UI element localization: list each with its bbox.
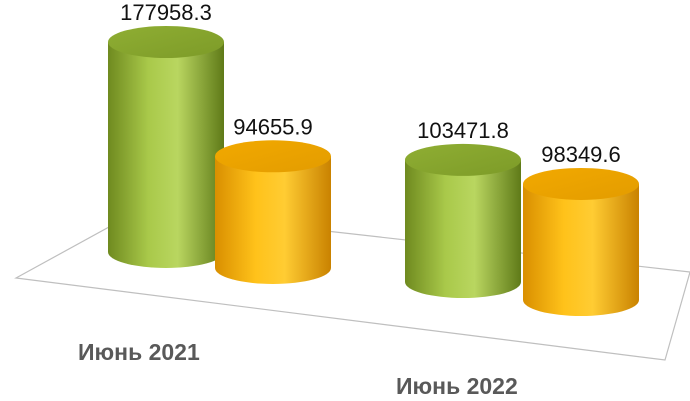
bar-body [215,156,331,284]
data-label: 103471.8 [417,118,509,143]
bar-top [405,143,521,176]
category-label: Июнь 2022 [396,373,518,399]
data-label: 98349.6 [541,142,621,167]
bars-layer [108,26,639,316]
bar-top [108,26,224,58]
bar-cylinder-0-1 [215,140,331,284]
data-label: 177958.3 [120,0,212,25]
bar-cylinder-1-1 [523,167,639,316]
bar-body [405,159,521,298]
category-label: Июнь 2021 [78,339,200,365]
bar-top [523,167,639,200]
bar-body [108,42,224,268]
labels-layer: 177958.3 94655.9 Июнь 2021 103471.8 98349.6 И… [78,0,621,399]
bar-cylinder-1-0 [405,143,521,298]
bar-top [215,140,331,173]
bar-cylinder-0-0 [108,26,224,268]
data-label: 94655.9 [233,114,313,139]
floor-plane [14,209,690,361]
bar-body [523,183,639,316]
